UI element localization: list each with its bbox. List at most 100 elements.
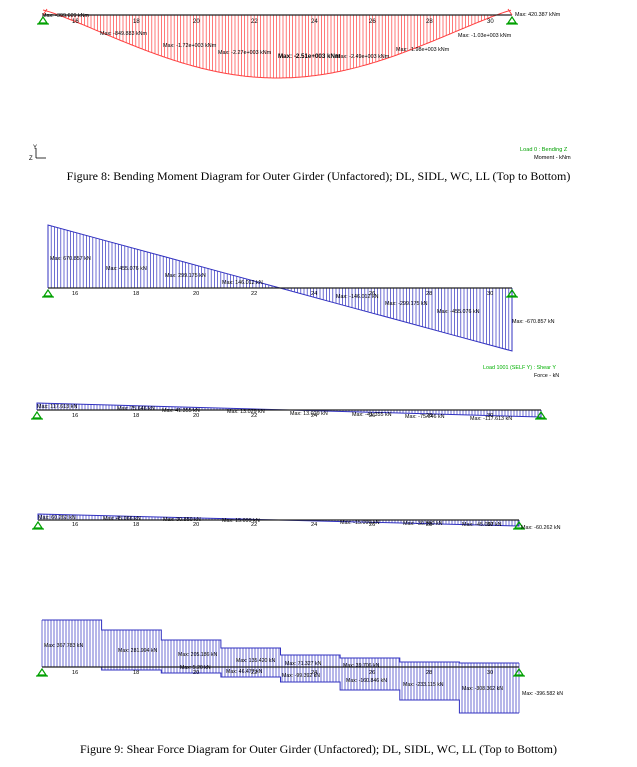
node-label: 20 — [193, 413, 199, 419]
node-label: 22 — [251, 522, 257, 528]
max-label: Max: 46.477 kN — [226, 669, 263, 675]
max-label: Max: -60.262 kN — [521, 525, 561, 531]
max-label: Max: -160.846 kN — [346, 678, 387, 684]
max-label: Max: 205.186 kN — [178, 652, 217, 658]
node-label: 24 — [311, 670, 317, 676]
shear-envelope-upper — [42, 619, 519, 664]
node-label: 20 — [193, 291, 199, 297]
shear-envelope-lower — [42, 666, 519, 714]
max-label: Max: -299.175 kN — [385, 301, 428, 307]
node-label: 28 — [426, 670, 432, 676]
node-label: 24 — [311, 522, 317, 528]
fig9-load-label: Load 1001 (SELF Y) : Shear Y — [483, 365, 556, 371]
max-label: Max: -670.857 kN — [512, 319, 555, 325]
max-label: Max: -849.883 kNm — [100, 31, 148, 37]
node-label: 30 — [487, 670, 493, 676]
support-left — [42, 288, 54, 298]
max-label: Max: 670.857 kN — [50, 256, 91, 262]
max-label: Max: -41.355 kN — [352, 412, 392, 418]
support-left — [32, 520, 44, 530]
node-label: 24 — [311, 19, 318, 25]
node-label: 26 — [369, 522, 375, 528]
max-label: Max: -117.613 kN — [470, 416, 512, 422]
node-label: 28 — [426, 413, 432, 419]
max-label: Max: -45.067 kN — [462, 522, 502, 528]
axis-y-label: Y — [33, 145, 37, 151]
max-label: Max: 455.076 kN — [106, 266, 147, 272]
max-label: Max: 135.420 kN — [236, 658, 275, 664]
node-label: 30 — [487, 291, 493, 297]
support-right — [506, 15, 518, 25]
support-left — [31, 410, 43, 420]
node-label: 18 — [133, 19, 140, 25]
max-label: Max: 39.706 kN — [343, 663, 380, 669]
max-label: Max: -2.51e+003 kNm — [278, 53, 341, 60]
max-label: Max: 117.613 kN — [37, 404, 77, 410]
max-label: Max: 281.994 kN — [118, 648, 157, 654]
max-label: Max: -75.646 kN — [405, 414, 445, 420]
node-label: 30 — [487, 19, 494, 25]
max-label: Max: -1.98e+003 kNm — [396, 47, 450, 53]
end-spike — [507, 8, 513, 16]
node-label: 16 — [72, 19, 79, 25]
node-label: 26 — [369, 291, 375, 297]
max-label: Max: -399.609 kNm — [42, 13, 90, 19]
max-label: Max: 60.262 kN — [38, 515, 76, 521]
node-label: 24 — [311, 291, 317, 297]
support-right — [535, 410, 547, 420]
max-label: Max: -2.49e+003 kNm — [336, 54, 390, 60]
node-label: 26 — [369, 413, 375, 419]
max-label: Max: -396.582 kN — [522, 691, 563, 697]
node-label: 30 — [487, 522, 493, 528]
max-label: Max: 45.066 kN — [103, 516, 141, 522]
fig8-units-label: Moment - kNm — [534, 155, 571, 161]
max-label: Max: 30.850 kN — [163, 517, 201, 523]
node-label: 18 — [133, 291, 139, 297]
max-label: Max: 5.20 kN — [180, 665, 211, 671]
max-label: Max: -455.076 kN — [437, 309, 480, 315]
node-label: 26 — [369, 19, 376, 25]
node-label: 20 — [193, 19, 200, 25]
node-label: 20 — [193, 522, 199, 528]
max-label: Max: -2.27e+003 kNm — [218, 50, 272, 56]
max-label: Max: 15.099 kN — [222, 518, 260, 524]
node-label: 30 — [487, 413, 493, 419]
node-label: 22 — [251, 19, 258, 25]
max-label: Max: -146.012 kN — [336, 294, 379, 300]
node-label: 20 — [193, 670, 199, 676]
support-right — [513, 667, 525, 677]
fig9-units-label: Force - kN — [534, 373, 559, 379]
figure9-caption: Figure 9: Shear Force Diagram for Outer … — [79, 742, 558, 756]
node-label: 22 — [251, 413, 257, 419]
max-label: Max: 13.029 kN — [290, 411, 328, 417]
support-right — [513, 520, 525, 530]
node-label: 16 — [72, 522, 78, 528]
node-label: 16 — [72, 670, 78, 676]
max-label: Max: -308.362 kN — [462, 686, 503, 692]
node-label: 28 — [426, 19, 433, 25]
max-label: Max: 41.355 kN — [162, 408, 200, 414]
support-right — [506, 288, 518, 298]
max-label: Max: -1.03e+003 kNm — [458, 33, 512, 39]
max-label: Max: 420.387 kNm — [515, 12, 561, 18]
max-label: Max: -99.392 kN — [282, 673, 320, 679]
node-label: 22 — [251, 291, 257, 297]
diagram-hatching — [58, 15, 495, 78]
max-label: Max: 71.327 kN — [285, 661, 322, 667]
fig8-load-label: Load 0 : Bending Z — [520, 147, 568, 153]
node-label: 18 — [133, 522, 139, 528]
node-label: 18 — [133, 413, 139, 419]
axis-triad — [35, 148, 46, 159]
support-left — [37, 15, 49, 25]
max-label: Max: 146.012 kN — [222, 280, 263, 286]
node-label: 18 — [133, 670, 139, 676]
node-label: 28 — [426, 291, 432, 297]
diagram-hatching — [47, 225, 513, 351]
axis-z-label: Z — [29, 156, 33, 162]
node-label: 22 — [251, 670, 257, 676]
max-label: Max: 75.646 kN — [117, 406, 155, 412]
node-label: 28 — [426, 522, 432, 528]
diagram-hatching — [36, 403, 542, 417]
